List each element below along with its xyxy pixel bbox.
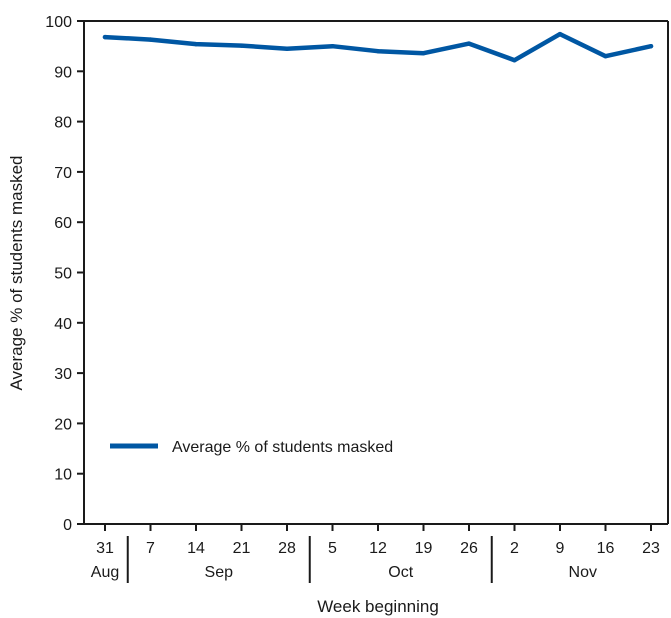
y-tick-label: 50 bbox=[54, 266, 72, 283]
data-point bbox=[330, 43, 335, 49]
data-point bbox=[603, 54, 608, 59]
x-tick-label: 19 bbox=[415, 540, 433, 557]
x-tick-label: 23 bbox=[642, 540, 660, 557]
month-label: Sep bbox=[205, 564, 234, 581]
x-tick-label: 5 bbox=[328, 540, 337, 557]
x-tick-label: 21 bbox=[233, 540, 251, 557]
y-tick-label: 0 bbox=[63, 517, 72, 534]
data-point bbox=[239, 43, 244, 48]
y-tick-label: 10 bbox=[54, 467, 72, 484]
y-tick-label: 100 bbox=[45, 14, 72, 31]
data-point bbox=[512, 58, 517, 63]
x-tick-label: 31 bbox=[96, 540, 114, 557]
y-tick-label: 80 bbox=[54, 115, 72, 132]
data-point bbox=[648, 43, 654, 49]
data-point bbox=[421, 50, 426, 56]
data-point bbox=[375, 48, 381, 54]
y-tick-label: 20 bbox=[54, 416, 72, 433]
x-tick-label: 26 bbox=[460, 540, 478, 557]
data-point bbox=[193, 41, 199, 47]
plot-frame bbox=[83, 20, 669, 525]
x-tick-label: 12 bbox=[369, 540, 387, 557]
y-tick-label: 30 bbox=[54, 366, 72, 383]
y-axis: 0 10 20 30 40 50 60 70 80 90 100 bbox=[45, 14, 84, 534]
series-group bbox=[102, 31, 654, 63]
x-axis: 31 7 14 21 28 5 12 19 26 2 9 16 23 Aug Sep Oct Nov bbox=[91, 524, 660, 583]
x-tick-label: 16 bbox=[597, 540, 615, 557]
y-tick-label: 60 bbox=[54, 215, 72, 232]
x-tick-label: 14 bbox=[187, 540, 205, 557]
y-axis-title: Average % of students masked bbox=[7, 156, 26, 391]
data-point bbox=[557, 31, 563, 37]
y-tick-label: 70 bbox=[54, 165, 72, 182]
x-axis-title: Week beginning bbox=[317, 597, 439, 616]
legend-label: Average % of students masked bbox=[172, 439, 393, 456]
month-label: Nov bbox=[569, 564, 597, 581]
y-tick-label: 90 bbox=[54, 64, 72, 81]
data-point bbox=[466, 41, 472, 46]
series-line bbox=[102, 31, 654, 63]
data-point bbox=[284, 46, 290, 51]
data-point bbox=[148, 37, 153, 42]
month-label: Oct bbox=[388, 564, 413, 581]
y-tick-label: 40 bbox=[54, 316, 72, 333]
x-tick-label: 7 bbox=[146, 540, 155, 557]
data-point bbox=[102, 34, 108, 40]
x-tick-label: 28 bbox=[278, 540, 296, 557]
x-tick-label: 2 bbox=[510, 540, 519, 557]
month-label: Aug bbox=[91, 564, 119, 581]
legend: Average % of students masked bbox=[110, 439, 393, 456]
x-tick-label: 9 bbox=[556, 540, 565, 557]
